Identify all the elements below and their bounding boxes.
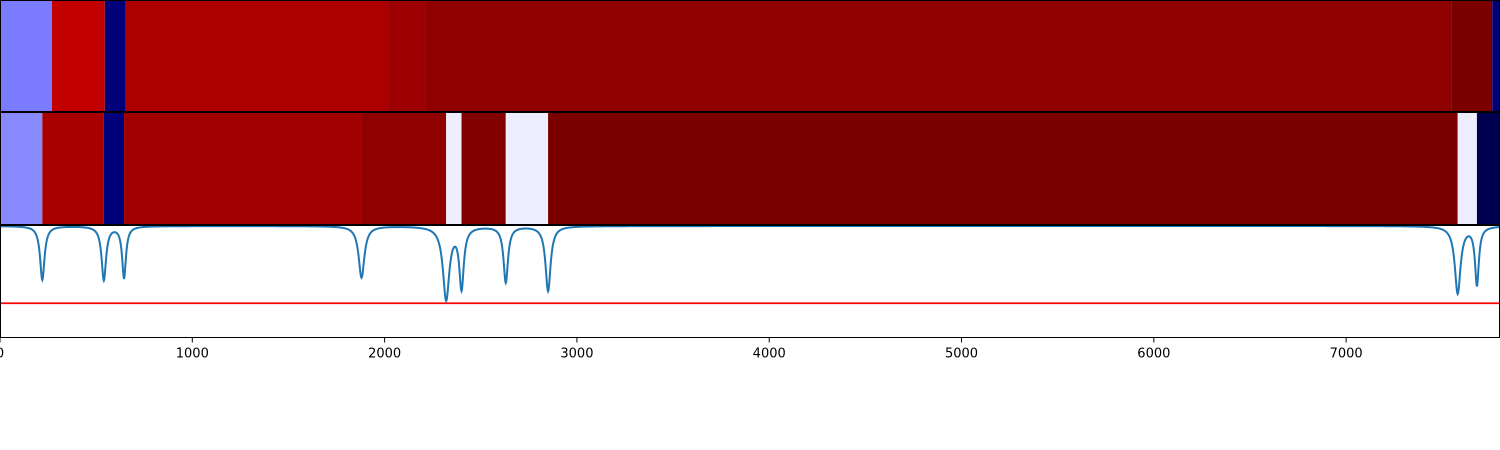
heatmap-segment <box>124 113 362 225</box>
x-tick-label: 5000 <box>945 347 978 362</box>
heatmap-segment <box>103 113 125 225</box>
heatmap-segment <box>361 113 447 225</box>
heatmap-segment <box>104 1 125 112</box>
x-tick-label: 0 <box>0 347 4 362</box>
heatmap-segment <box>425 1 1452 112</box>
x-tick-label: 2000 <box>368 347 401 362</box>
heatmap-segment <box>0 113 43 225</box>
x-axis: 0 1000 2000 3000 4000 5000 6000 7000 <box>0 337 1363 362</box>
heatmap-segment <box>548 113 1458 225</box>
x-tick-label: 6000 <box>1137 347 1170 362</box>
heatmap-segment <box>505 113 549 225</box>
x-tick-label: 1000 <box>176 347 209 362</box>
heatmap-strip-middle <box>0 113 1500 225</box>
heatmap-segment <box>1492 1 1500 112</box>
heatmap-strip-top <box>0 1 1500 112</box>
x-tick-label: 3000 <box>560 347 593 362</box>
heatmap-segment <box>1476 113 1500 225</box>
heatmap-segment <box>0 1 52 112</box>
heatmap-segment <box>388 1 426 112</box>
heatmap-segment <box>42 113 104 225</box>
series-line <box>0 225 1500 303</box>
heatmap-segment <box>461 113 506 225</box>
x-tick-label: 4000 <box>753 347 786 362</box>
x-tick-label: 7000 <box>1330 347 1363 362</box>
heatmap-segment <box>1457 113 1477 225</box>
heatmap-segment <box>51 1 105 112</box>
line-plot-frame <box>0 225 1500 338</box>
heatmap-segment <box>446 113 462 225</box>
heatmap-segment <box>1451 1 1493 112</box>
line-plot-area <box>0 225 1500 305</box>
heatmap-segment <box>125 1 389 112</box>
